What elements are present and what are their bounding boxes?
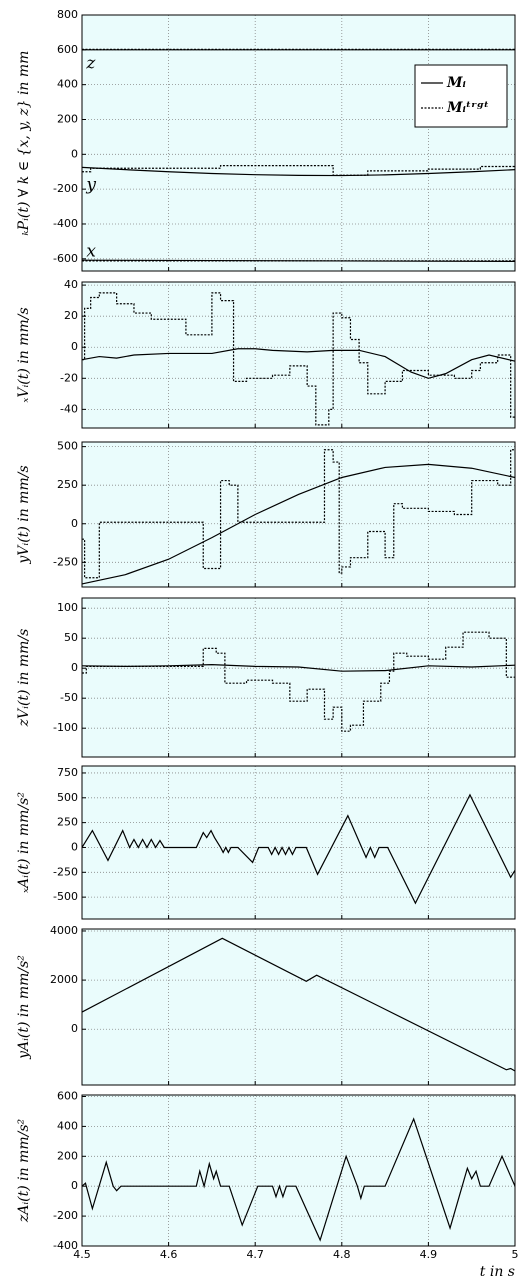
x-tick-label: 4.8 [333, 1248, 351, 1261]
y-tick-label: 50 [64, 631, 78, 644]
data-line [81, 348, 516, 379]
plot-frame [81, 441, 516, 588]
y-tick-label: 100 [57, 601, 78, 614]
data-line [82, 449, 515, 579]
y-axis-label: ₓAᵢ(t) in mm/s² [16, 792, 32, 893]
annotation: z [85, 53, 96, 73]
annotation: x [86, 241, 96, 261]
x-tick-label: 4.5 [73, 1248, 91, 1261]
plot-background [82, 598, 515, 757]
y-axis-label: ₖPᵢ(t) ∀ k ∈ {x, y, z} in mm [16, 51, 32, 236]
plot-background [82, 1095, 515, 1246]
y-tick-label: 750 [57, 766, 78, 779]
y-tick-label: -250 [53, 555, 78, 568]
y-tick-label: -400 [53, 1239, 78, 1252]
y-tick-label: 0 [71, 517, 78, 530]
y-axis-label: yVᵢ(t) in mm/s [16, 465, 32, 564]
legend-label: Mᵢ [446, 75, 466, 91]
y-tick-label: 250 [57, 478, 78, 491]
plot-frame [81, 14, 516, 272]
y-tick-label: 40 [64, 278, 78, 291]
x-tick-label: 5 [512, 1248, 519, 1261]
y-tick-label: -600 [53, 252, 78, 265]
y-tick-label: -40 [60, 402, 78, 415]
y-tick-label: -50 [60, 691, 78, 704]
y-tick-label: 0 [71, 840, 78, 853]
data-line [81, 937, 516, 1072]
x-tick-label: 4.6 [160, 1248, 178, 1261]
y-tick-label: -20 [60, 371, 78, 384]
data-line [81, 463, 516, 585]
y-tick-label: 600 [57, 1089, 78, 1102]
y-tick-label: -250 [53, 865, 78, 878]
data-line [81, 793, 516, 905]
plot-background [82, 766, 515, 919]
plot-frame [81, 928, 516, 1086]
y-tick-label: -400 [53, 217, 78, 230]
data-line [82, 631, 515, 732]
y-tick-label: 400 [57, 1119, 78, 1132]
y-tick-label: 0 [71, 661, 78, 674]
plot-background [82, 929, 515, 1085]
y-tick-label: -200 [53, 182, 78, 195]
data-line [82, 292, 515, 426]
y-tick-label: 250 [57, 816, 78, 829]
y-tick-label: -500 [53, 890, 78, 903]
plot-frame [81, 765, 516, 920]
annotation: y [85, 175, 96, 195]
y-tick-label: 20 [64, 309, 78, 322]
data-line [81, 1117, 516, 1242]
data-line [82, 165, 515, 176]
y-tick-label: 600 [57, 43, 78, 56]
y-axis-label: zVᵢ(t) in mm/s [16, 629, 32, 728]
y-tick-label: -100 [53, 721, 78, 734]
x-tick-label: 4.7 [246, 1248, 264, 1261]
y-tick-label: 0 [71, 340, 78, 353]
y-tick-label: 200 [57, 112, 78, 125]
y-axis-label: ₓVᵢ(t) in mm/s [16, 307, 32, 402]
y-axis-label: zAᵢ(t) in mm/s² [16, 1118, 32, 1223]
y-tick-label: 500 [57, 440, 78, 453]
plot-background [82, 15, 515, 271]
plot-frame [81, 281, 516, 429]
y-tick-label: -200 [53, 1209, 78, 1222]
y-tick-label: 0 [71, 1179, 78, 1192]
x-axis-label: t in s [480, 1264, 515, 1280]
y-tick-label: 500 [57, 791, 78, 804]
y-tick-label: 800 [57, 8, 78, 21]
plot-background [82, 442, 515, 587]
y-tick-label: 4000 [50, 924, 78, 937]
plot-frame [81, 1094, 516, 1247]
y-axis-label: yAᵢ(t) in mm/s² [16, 955, 32, 1060]
plot-background [82, 282, 515, 428]
legend-label: Mᵢᵗʳᵍᵗ [446, 100, 489, 116]
y-tick-label: 400 [57, 78, 78, 91]
y-tick-label: 0 [71, 1022, 78, 1035]
legend-box [414, 64, 508, 128]
x-tick-label: 4.9 [420, 1248, 438, 1261]
plot-frame [81, 597, 516, 758]
data-line [81, 166, 516, 177]
y-tick-label: 2000 [50, 973, 78, 986]
y-tick-label: 200 [57, 1149, 78, 1162]
y-tick-label: 0 [71, 147, 78, 160]
legend: Mᵢ Mᵢᵗʳᵍᵗ [414, 64, 508, 128]
